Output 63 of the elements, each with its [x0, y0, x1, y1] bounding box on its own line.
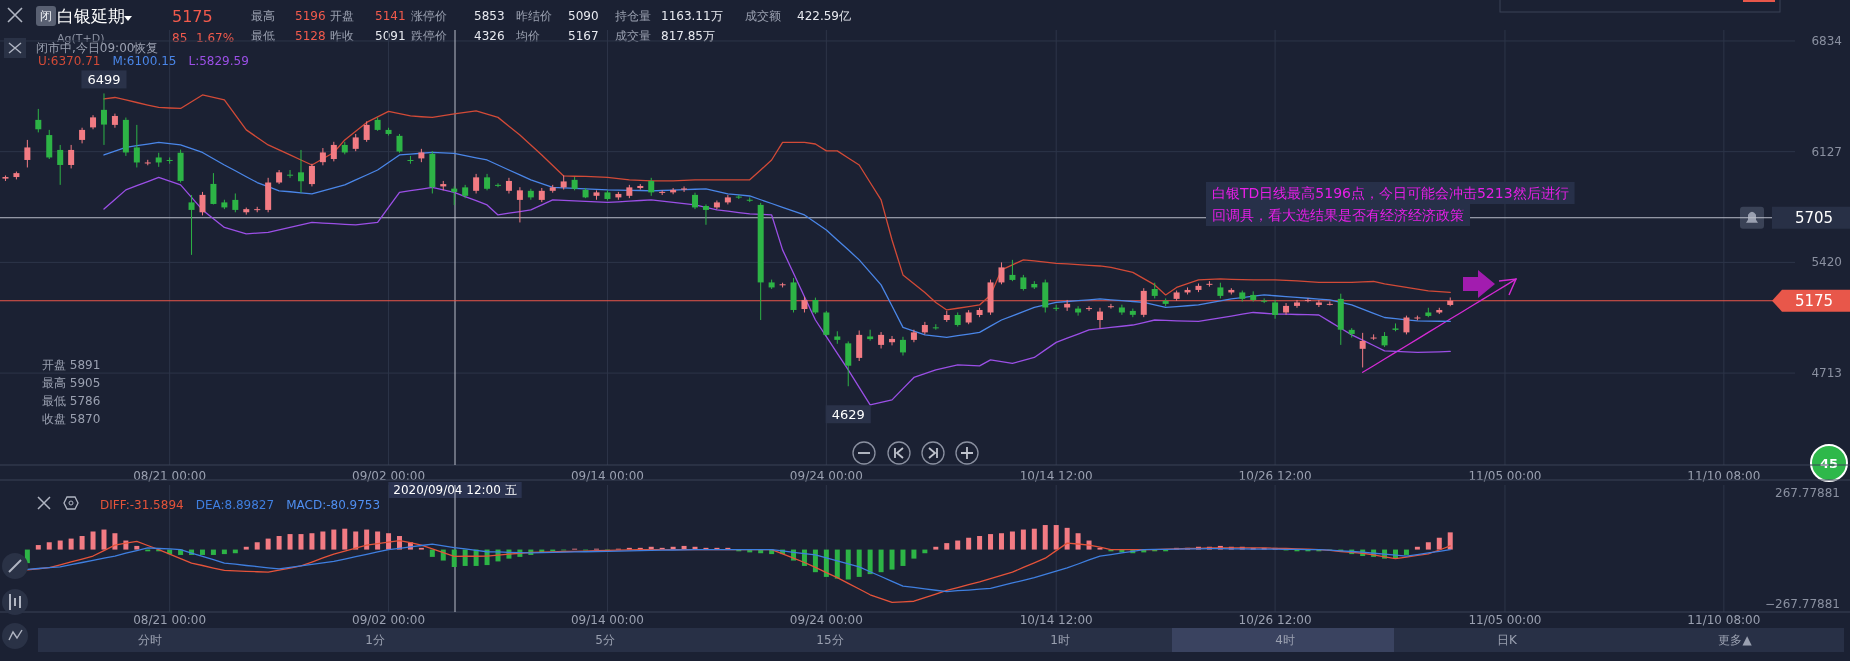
x-tick-label: 09/24 00:00 [789, 613, 863, 627]
text: 白银延期 [57, 6, 125, 26]
x-tick-label: 11/05 00:00 [1468, 613, 1542, 627]
y-tick-label: 6834 [1811, 33, 1842, 48]
text: DEA:8.89827 [195, 498, 275, 512]
text: 最高 5196 [251, 9, 326, 23]
annotation: 成交量 817.85万 [615, 29, 715, 43]
text: 昨收 5091 [330, 29, 406, 43]
text: 日K [1497, 633, 1519, 647]
text: 昨结价 5090 [516, 9, 599, 23]
x-tick-label: 10/14 12:00 [1019, 469, 1093, 483]
text: 涨停价 5853 [411, 9, 505, 23]
text: 1分 [365, 633, 385, 647]
x-tick-label: 10/26 12:00 [1238, 613, 1312, 627]
x-tick-label: 08/21 00:00 [133, 469, 207, 483]
x-tick-label: 10/14 12:00 [1019, 613, 1093, 627]
x-tick-label: 09/24 00:00 [789, 469, 863, 483]
annotation: 6499 [87, 71, 121, 87]
text: 5175 [172, 6, 213, 26]
text: 5分 [595, 633, 615, 647]
annotation: 1.67% [196, 31, 235, 45]
y-tick-label: 6127 [1811, 144, 1842, 159]
y-tick-label: 4713 [1811, 366, 1842, 381]
annotation: 最低 5786 [42, 394, 101, 408]
text: 均价 5167 [516, 29, 599, 43]
annotation: 收盘 5870 [42, 412, 101, 426]
text: 1时 [1050, 633, 1070, 647]
ref-line-label: 5705 [1794, 208, 1834, 227]
text: 15分 [816, 633, 844, 647]
x-tick-label: 10/26 12:00 [1238, 469, 1312, 483]
annotation: 开盘 5891 [42, 358, 101, 372]
text: 成交额 422.59亿 [745, 9, 851, 23]
text: 4时 [1275, 633, 1295, 647]
annotation: 4629 [831, 406, 865, 422]
y-tick-label: 5420 [1811, 255, 1842, 270]
annotation: 2020/09/04 12:00 五 [393, 483, 517, 497]
y-tick-label: −267.77881 [1765, 597, 1840, 611]
annotation: 白银TD日线最高5196点，今日可能会冲击5213然后进行 [1212, 185, 1569, 201]
text: 跌停价 4326 [411, 29, 505, 43]
text: DIFF:-31.5894 [100, 498, 184, 512]
text: L:5829.59 [188, 54, 249, 68]
text: 更多▲ [1718, 633, 1753, 647]
annotation: 回调具，看大选结果是否有经济经济政策 [1212, 207, 1464, 223]
text: 持仓量 1163.11万 [615, 9, 723, 23]
x-tick-label: 09/02 00:00 [352, 469, 426, 483]
text: 开盘 5141 [330, 9, 406, 23]
x-tick-label: 09/14 00:00 [570, 469, 644, 483]
ref-line-label: 5175 [1794, 291, 1834, 310]
text: U:6370.71 [38, 54, 101, 68]
text: M:6100.15 [112, 54, 177, 68]
x-tick-label: 11/10 08:00 [1687, 469, 1761, 483]
x-tick-label: 11/10 08:00 [1687, 613, 1761, 627]
annotation: MACD:-80.9753 [286, 498, 381, 512]
x-tick-label: 08/21 00:00 [133, 613, 207, 627]
annotation: 最高 5905 [42, 376, 101, 390]
text: 45 [1819, 455, 1839, 471]
y-tick-label: 267.77881 [1775, 486, 1840, 500]
x-tick-label: 09/14 00:00 [570, 613, 644, 627]
x-tick-label: 09/02 00:00 [352, 613, 426, 627]
text: 分时 [138, 633, 162, 647]
text: 最低 5128 [251, 29, 326, 43]
annotation: 85 [172, 31, 188, 45]
x-tick-label: 11/05 00:00 [1468, 469, 1542, 483]
